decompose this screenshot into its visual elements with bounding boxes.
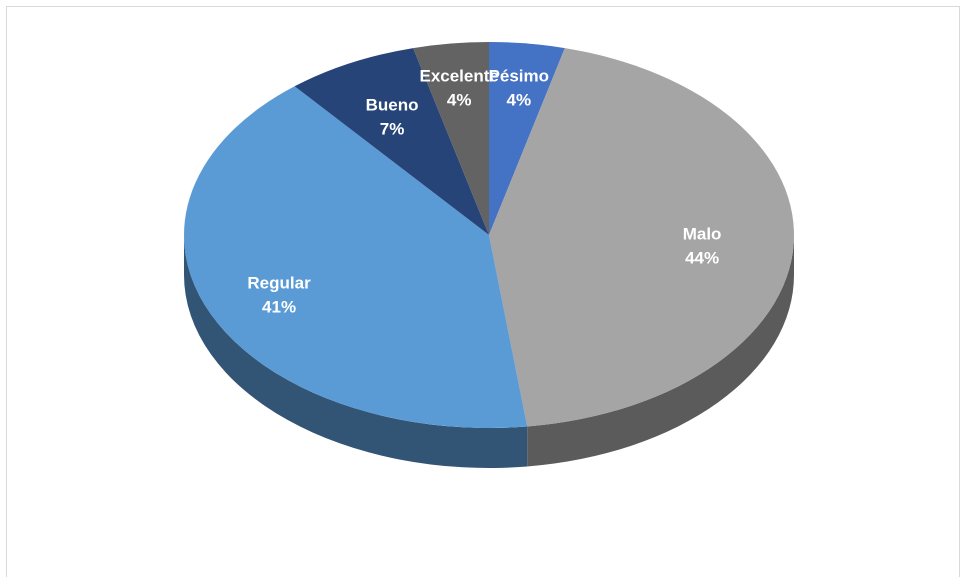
pie-chart: Pésimo 4% Malo 44% Regular 41% Bueno 7%Excelent…: [183, 42, 794, 468]
pie-slices: [184, 42, 794, 428]
chart-frame: Pésimo 4% Malo 44% Regular 41% Bueno 7% Excelent…: [6, 6, 960, 577]
pie-slice-regular: [184, 86, 528, 428]
pie-slice-malo: [489, 48, 794, 427]
pie-sides: [183, 235, 794, 468]
pie-labels: Pésimo 4% Malo 44% Regular 41% Bueno 7%Excelent…: [247, 67, 721, 317]
pie-slice-excelente: [413, 42, 489, 235]
pie-slice-bueno: [294, 48, 489, 236]
slice-label-bueno: Bueno 7%: [366, 96, 419, 139]
slice-label-pesimo: Pésimo 4%: [489, 67, 549, 110]
pie-slice-pesimo: [489, 42, 565, 235]
slice-label-malo: Malo 44%: [683, 224, 722, 267]
slice-label-excelente: Excelente 4%: [419, 67, 498, 110]
pie-side-malo: [527, 235, 794, 467]
pie-side-regular: [183, 235, 528, 468]
slice-label-regular: Regular 41%: [247, 273, 311, 316]
